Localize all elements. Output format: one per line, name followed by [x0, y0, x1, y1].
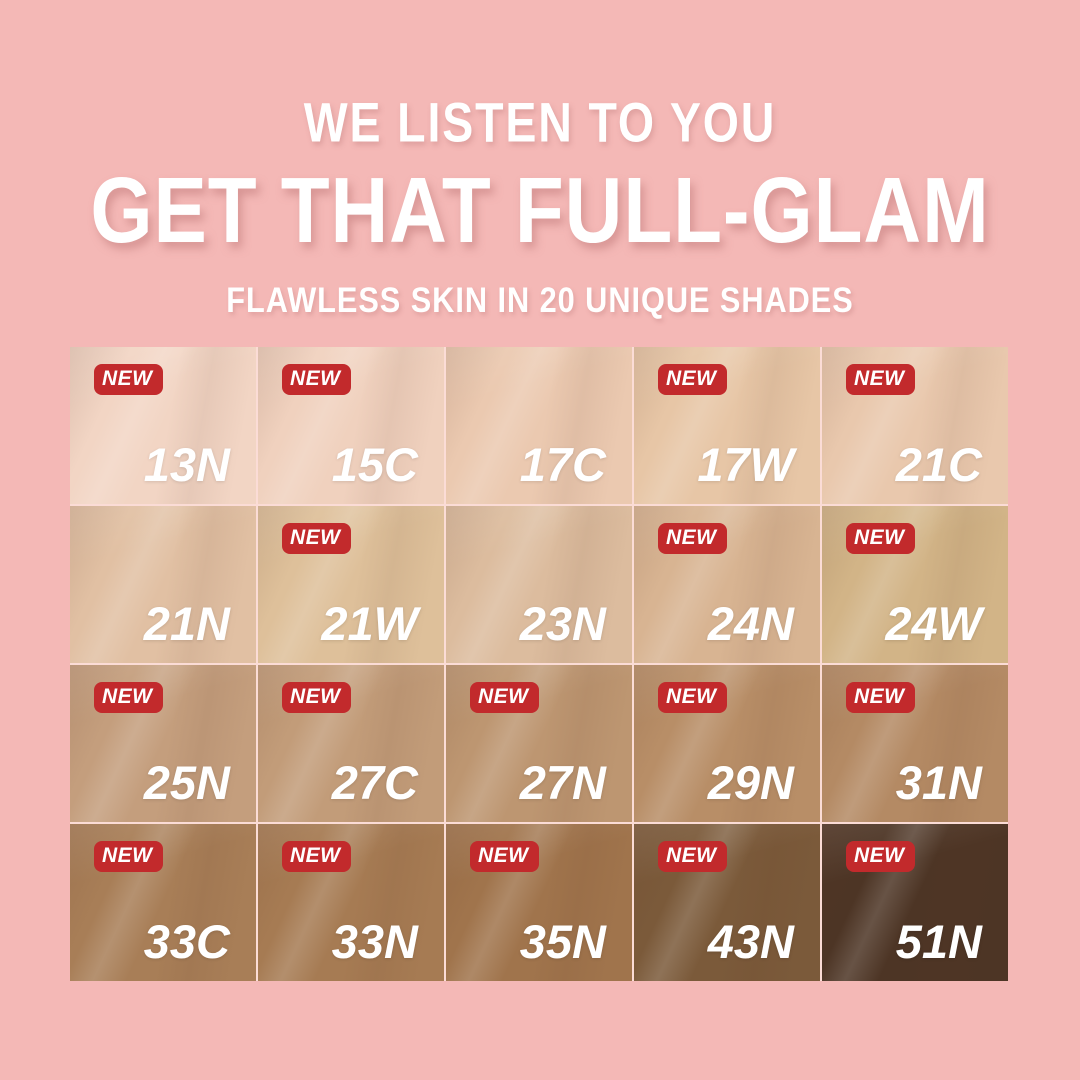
shade-swatch: NEW 35N [446, 824, 632, 981]
new-badge: NEW [282, 682, 351, 713]
new-badge: NEW [658, 523, 727, 554]
new-badge: NEW [658, 364, 727, 395]
new-badge: NEW [846, 523, 915, 554]
shade-code-label: 51N [895, 915, 982, 968]
shade-code-label: 27N [519, 756, 606, 809]
shade-code-label: 43N [707, 915, 794, 968]
shade-swatch: NEW 17W [634, 347, 820, 504]
shade-swatch: 23N [446, 506, 632, 663]
new-badge: NEW [846, 841, 915, 872]
shade-grid: NEW 13N NEW 15C 17C NEW 17W NEW 21C 21N … [70, 347, 1008, 981]
shade-code-label: 23N [519, 597, 606, 650]
shade-swatch: NEW 33N [258, 824, 444, 981]
shade-swatch: NEW 24W [822, 506, 1008, 663]
shade-swatch: NEW 27C [258, 665, 444, 822]
shade-swatch: NEW 25N [70, 665, 256, 822]
shade-code-label: 17C [519, 438, 606, 491]
shade-code-label: 33C [143, 915, 230, 968]
shade-code-label: 21N [143, 597, 230, 650]
new-badge: NEW [846, 682, 915, 713]
shade-code-label: 17W [697, 438, 794, 491]
shade-code-label: 33N [331, 915, 418, 968]
shade-swatch: 17C [446, 347, 632, 504]
shade-swatch: 21N [70, 506, 256, 663]
headline-block: WE LISTEN TO YOU GET THAT FULL-GLAM FLAW… [0, 0, 1080, 319]
new-badge: NEW [658, 682, 727, 713]
shade-swatch: NEW 27N [446, 665, 632, 822]
shade-code-label: 35N [519, 915, 606, 968]
shade-code-label: 24W [885, 597, 982, 650]
shade-code-label: 31N [895, 756, 982, 809]
new-badge: NEW [282, 841, 351, 872]
shade-code-label: 25N [143, 756, 230, 809]
shade-swatch: NEW 21C [822, 347, 1008, 504]
headline-small: WE LISTEN TO YOU [303, 91, 777, 154]
shade-code-label: 15C [331, 438, 418, 491]
shade-swatch: NEW 31N [822, 665, 1008, 822]
new-badge: NEW [282, 523, 351, 554]
shade-swatch: NEW 13N [70, 347, 256, 504]
shade-code-label: 27C [331, 756, 418, 809]
shade-code-label: 21W [321, 597, 418, 650]
new-badge: NEW [94, 364, 163, 395]
new-badge: NEW [470, 841, 539, 872]
new-badge: NEW [282, 364, 351, 395]
shade-code-label: 13N [143, 438, 230, 491]
shade-swatch: NEW 21W [258, 506, 444, 663]
headline-main: GET THAT FULL-GLAM [90, 158, 990, 263]
shade-swatch: NEW 24N [634, 506, 820, 663]
shade-code-label: 24N [707, 597, 794, 650]
shade-swatch: NEW 29N [634, 665, 820, 822]
shade-code-label: 29N [707, 756, 794, 809]
new-badge: NEW [94, 841, 163, 872]
new-badge: NEW [658, 841, 727, 872]
shade-swatch: NEW 51N [822, 824, 1008, 981]
shade-swatch: NEW 15C [258, 347, 444, 504]
new-badge: NEW [470, 682, 539, 713]
new-badge: NEW [94, 682, 163, 713]
shade-swatch: NEW 43N [634, 824, 820, 981]
shade-code-label: 21C [895, 438, 982, 491]
new-badge: NEW [846, 364, 915, 395]
headline-sub: FLAWLESS SKIN IN 20 UNIQUE SHADES [226, 280, 854, 320]
shade-swatch: NEW 33C [70, 824, 256, 981]
